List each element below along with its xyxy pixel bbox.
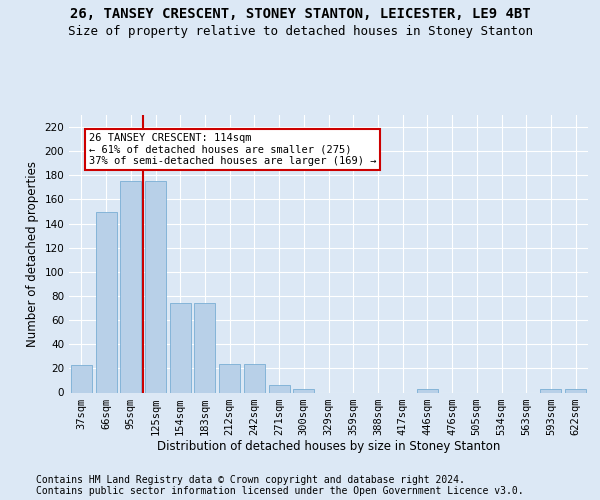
- Text: Size of property relative to detached houses in Stoney Stanton: Size of property relative to detached ho…: [67, 25, 533, 38]
- Bar: [269, 386, 290, 392]
- Bar: [194, 303, 215, 392]
- Bar: [120, 182, 141, 392]
- Bar: [244, 364, 265, 392]
- X-axis label: Distribution of detached houses by size in Stoney Stanton: Distribution of detached houses by size …: [157, 440, 500, 454]
- Bar: [565, 389, 586, 392]
- Text: 26 TANSEY CRESCENT: 114sqm
← 61% of detached houses are smaller (275)
37% of sem: 26 TANSEY CRESCENT: 114sqm ← 61% of deta…: [89, 133, 376, 166]
- Text: Contains public sector information licensed under the Open Government Licence v3: Contains public sector information licen…: [36, 486, 524, 496]
- Y-axis label: Number of detached properties: Number of detached properties: [26, 161, 39, 347]
- Bar: [541, 389, 562, 392]
- Text: Contains HM Land Registry data © Crown copyright and database right 2024.: Contains HM Land Registry data © Crown c…: [36, 475, 465, 485]
- Bar: [95, 212, 116, 392]
- Text: 26, TANSEY CRESCENT, STONEY STANTON, LEICESTER, LE9 4BT: 26, TANSEY CRESCENT, STONEY STANTON, LEI…: [70, 8, 530, 22]
- Bar: [71, 365, 92, 392]
- Bar: [417, 389, 438, 392]
- Bar: [145, 182, 166, 392]
- Bar: [293, 389, 314, 392]
- Bar: [219, 364, 240, 392]
- Bar: [170, 303, 191, 392]
